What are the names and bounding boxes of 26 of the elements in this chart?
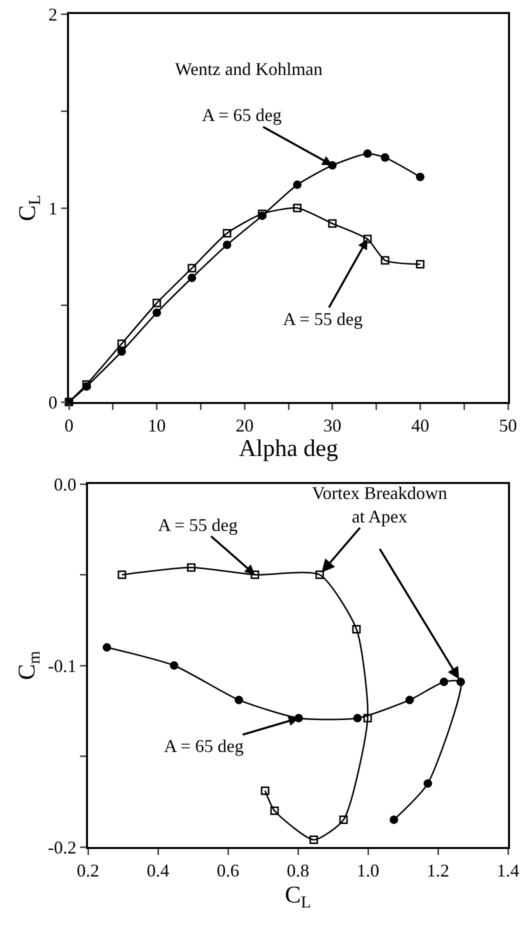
x-tick-label: 0.8 [286,860,310,881]
y-tick-label: 0.0 [54,474,76,494]
annotation: Wentz and Kohlman [175,59,323,79]
x-tick-label: 30 [323,416,342,436]
y-tick-label: -0.1 [48,656,76,676]
annotation: Vortex Breakdown at Apex [312,483,448,526]
x-tick-label: 0.6 [216,860,240,881]
x-axis-title: Alpha deg [238,436,338,462]
y-tick-label: 2 [48,4,58,24]
text: A = 65 deg [202,105,282,125]
series-label: A = 65 deg [164,736,244,756]
x-tick-label: 1.0 [356,860,380,881]
y-tick-label: 0 [48,392,58,412]
x-axis-title: C$_{L}$ [284,882,312,912]
x-tick-label: 20 [236,416,254,436]
x-tick-label: 40 [411,416,430,436]
series-label: A = 55 deg [158,515,238,535]
text: A = 55 deg [283,309,363,329]
x-tick-label: 0.2 [76,860,100,881]
x-tick-label: 1.2 [426,860,450,881]
x-tick-label: 0.4 [146,860,170,881]
x-tick-label: 50 [499,416,517,436]
x-tick-label: 10 [148,416,166,436]
y-tick-label: 1 [48,198,58,218]
x-tick-label: 1.4 [496,860,520,881]
y-tick-label: -0.2 [48,837,76,858]
